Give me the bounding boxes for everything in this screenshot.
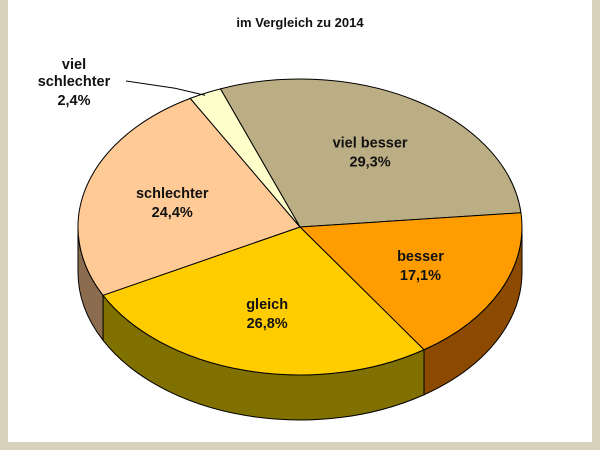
slice-label-viel-schlechter-line2: schlechter bbox=[38, 74, 111, 90]
chart-subtitle: im Vergleich zu 2014 bbox=[236, 15, 364, 30]
pie-slice-gleich bbox=[102, 226, 425, 376]
slice-label-gleich: gleich bbox=[246, 297, 288, 313]
slice-value-viel-besser: 29,3% bbox=[350, 154, 391, 170]
slice-label-schlechter: schlechter bbox=[136, 186, 209, 202]
slice-value-schlechter: 24,4% bbox=[152, 205, 193, 221]
slice-value-besser: 17,1% bbox=[400, 268, 441, 284]
slice-label-viel-schlechter-line1: viel bbox=[62, 57, 86, 73]
slice-value-viel-schlechter: 2,4% bbox=[57, 93, 90, 109]
pie-slice-schlechter bbox=[77, 97, 301, 296]
slice-label-besser: besser bbox=[397, 249, 444, 265]
pie-slice-besser bbox=[298, 212, 523, 351]
pie-slices bbox=[77, 78, 523, 376]
pie-slice-viel-besser bbox=[219, 78, 522, 228]
slice-value-gleich: 26,8% bbox=[247, 316, 288, 332]
chart-title: Wie ist die Auftragslage / Geschäftsentw… bbox=[8, 0, 592, 9]
pie-labels: viel besser 29,3% besser 17,1% gleich 26,8% sc… bbox=[38, 57, 444, 332]
slice-label-viel-besser: viel besser bbox=[333, 135, 408, 151]
pie-slice-viel-schlechter bbox=[189, 88, 301, 228]
slice-leader-line-viel-schlechter bbox=[125, 80, 206, 96]
